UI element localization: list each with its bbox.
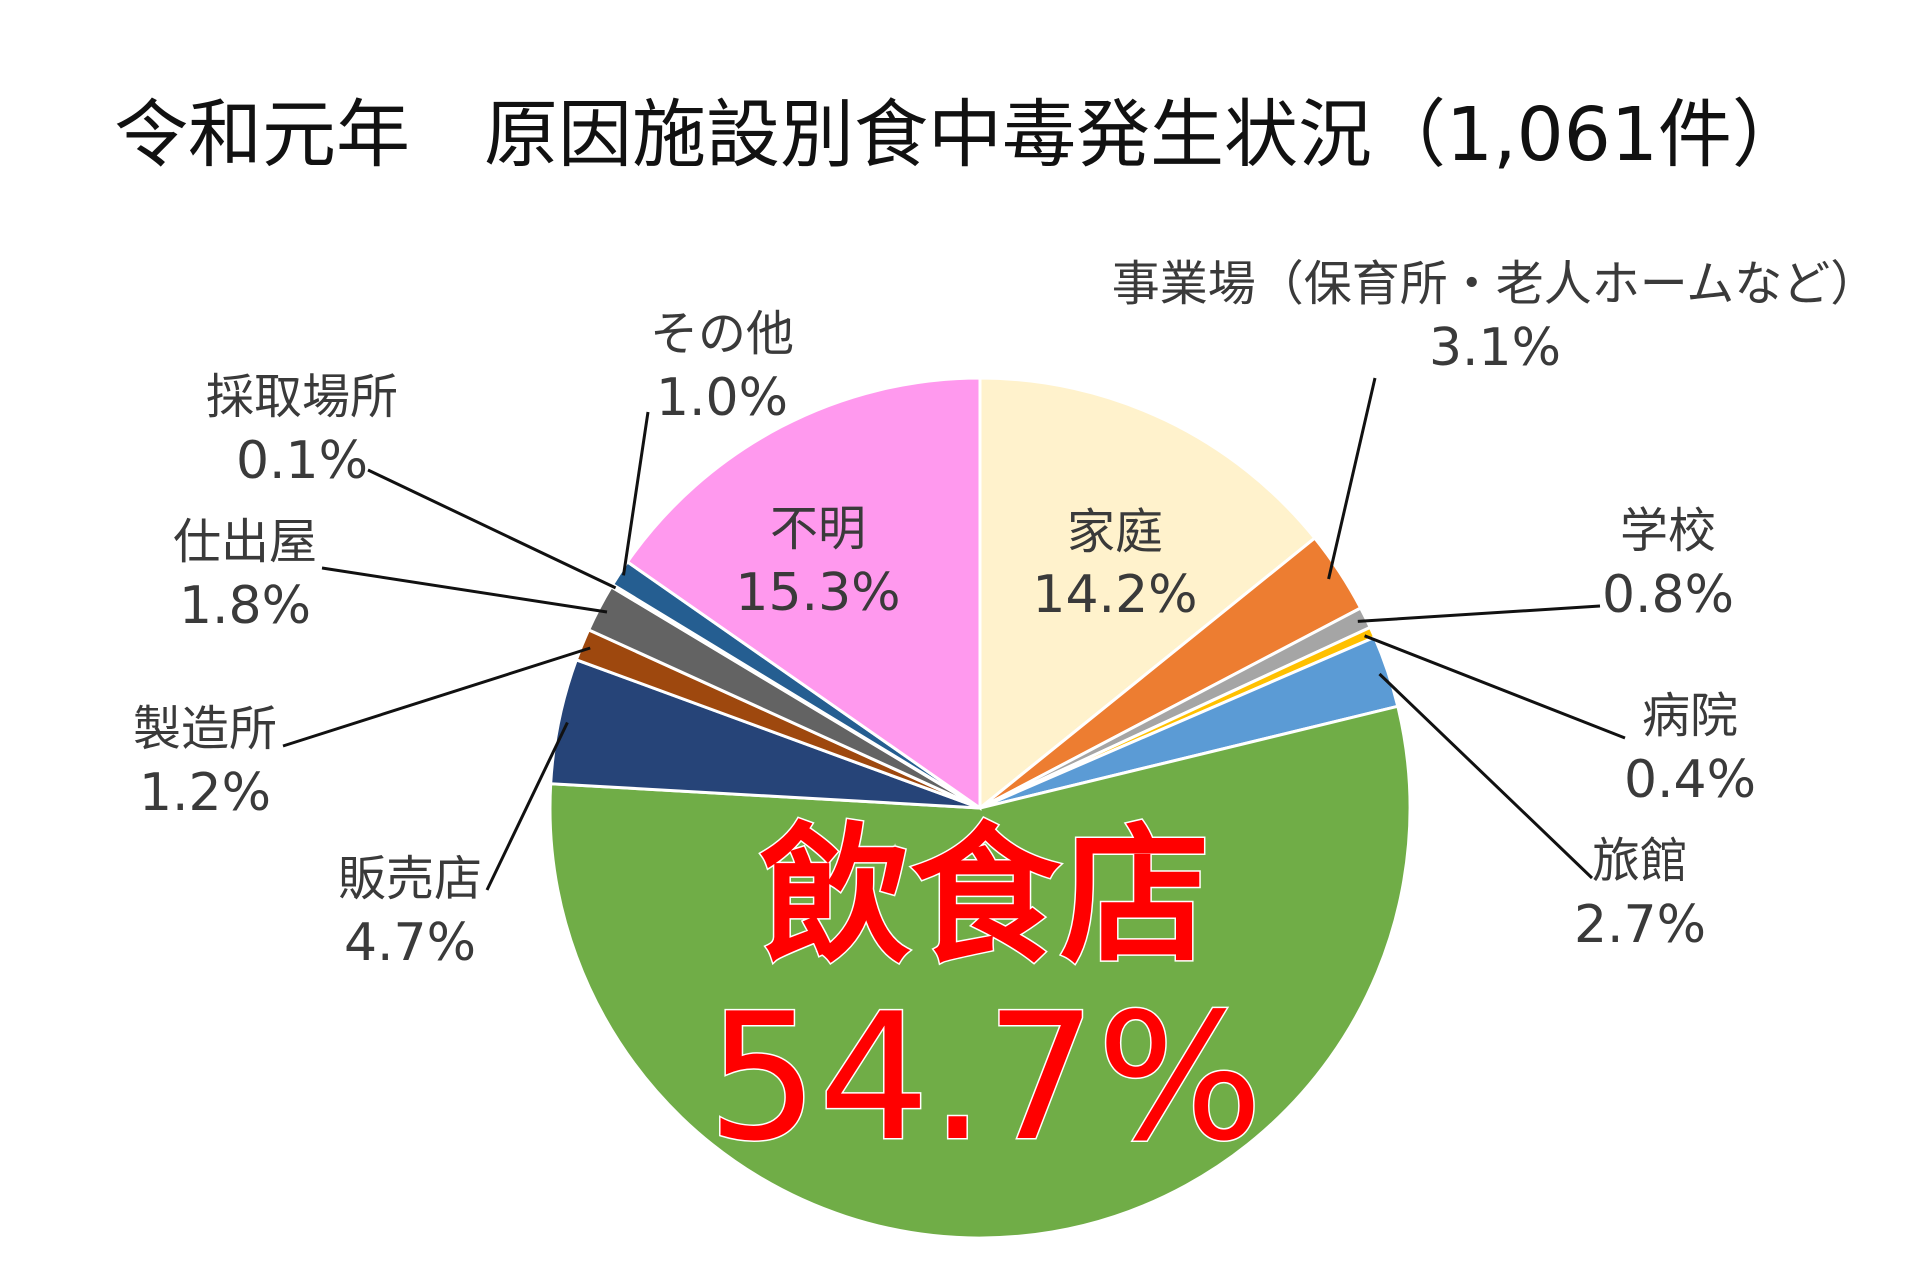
- leader-line-2: [1357, 604, 1601, 623]
- slice-label-value-0: 14.2%: [1032, 565, 1197, 625]
- leader-line-7: [282, 646, 591, 748]
- slice-label-value-8: 1.8%: [179, 576, 311, 636]
- leader-line-4: [1378, 672, 1594, 880]
- slice-label-value-1: 3.1%: [1429, 318, 1561, 378]
- slice-label-name-2: 学校: [1620, 503, 1716, 559]
- slice-label-name-4: 旅館: [1592, 833, 1688, 889]
- leader-line-10: [622, 411, 650, 576]
- chart-title: 令和元年 原因施設別食中毒発生状況（1,061件）: [114, 92, 1806, 178]
- slice-label-value-6: 4.7%: [344, 913, 476, 973]
- slice-label-value-4: 2.7%: [1574, 895, 1706, 955]
- slice-label-value-3: 0.4%: [1624, 750, 1756, 810]
- slice-label-name-6: 販売店: [338, 851, 482, 907]
- slice-label-name-3: 病院: [1642, 688, 1738, 744]
- slice-label-value-7: 1.2%: [139, 763, 271, 823]
- slice-label-name-1: 事業場（保育所・老人ホームなど）: [1112, 256, 1879, 312]
- slice-label-value-11: 15.3%: [735, 563, 900, 623]
- slice-label-name-0: 家庭: [1067, 504, 1163, 560]
- slice-label-value-10: 1.0%: [656, 368, 788, 428]
- slice-label-name-7: 製造所: [133, 701, 277, 757]
- slice-label-value-5: 54.7%: [707, 977, 1263, 1180]
- slice-label-value-2: 0.8%: [1602, 565, 1734, 625]
- leader-line-9: [367, 468, 617, 590]
- leader-line-6: [485, 721, 569, 891]
- slice-11: [625, 376, 982, 811]
- slice-label-name-5: 飲食店: [760, 810, 1210, 984]
- leader-line-3: [1364, 634, 1626, 740]
- slice-0: [978, 376, 1317, 812]
- leader-lines: [282, 377, 1626, 891]
- pie-slices: [548, 376, 1412, 1240]
- slice-label-name-10: その他: [650, 306, 794, 362]
- slice-5: [548, 704, 1412, 1240]
- slice-label-name-11: 不明: [770, 501, 866, 557]
- leader-line-8: [321, 566, 608, 614]
- leader-line-1: [1327, 377, 1377, 580]
- slice-label-name-9: 採取場所: [206, 369, 398, 425]
- slice-label-name-8: 仕出屋: [173, 514, 317, 570]
- slice-label-value-9: 0.1%: [236, 431, 368, 491]
